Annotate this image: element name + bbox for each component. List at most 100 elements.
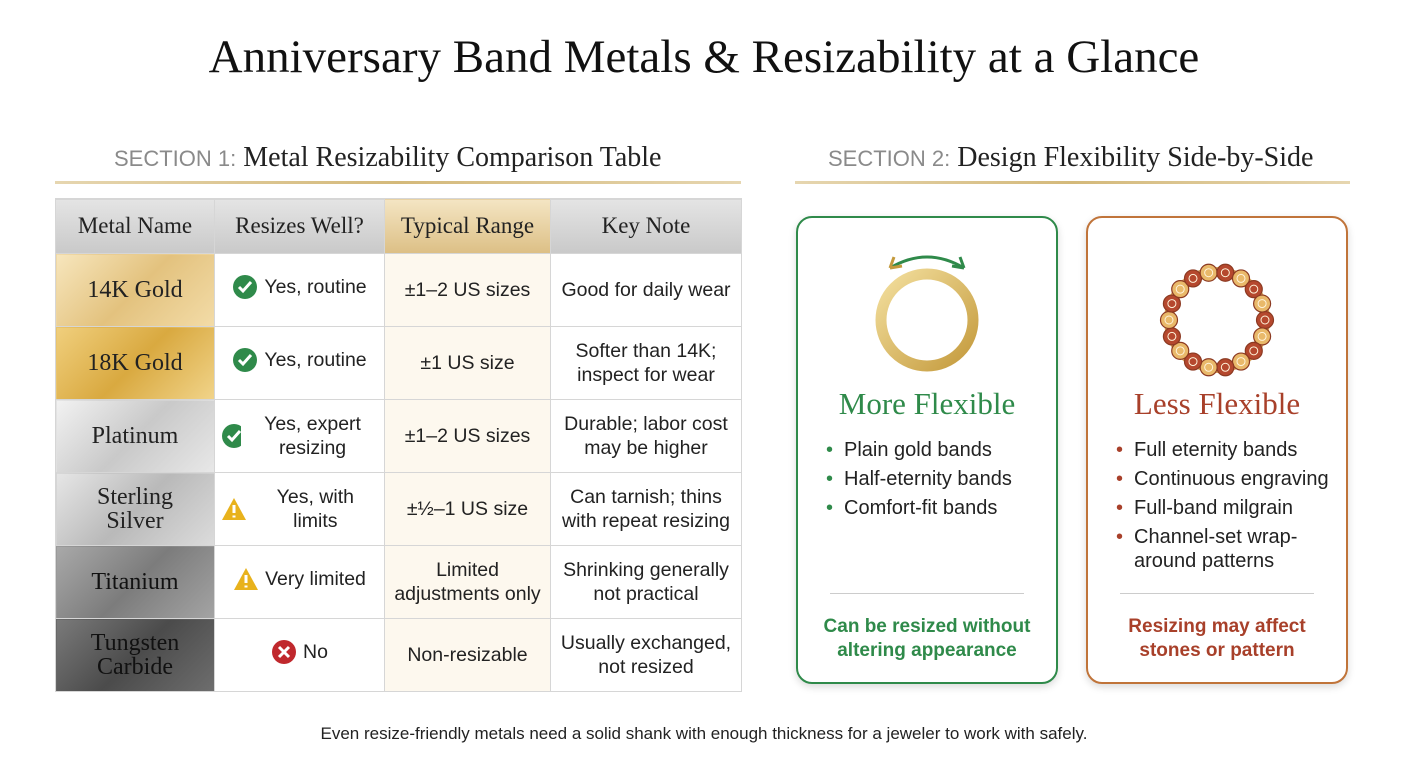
status-text: Very limited [265,568,366,590]
stone-facet [1204,362,1214,372]
status-icon [222,424,242,448]
stone [1183,269,1203,288]
header-row: Metal Name Resizes Well? Typical Range K… [55,198,742,254]
status: Yes, with limits [221,485,378,533]
stone-facet [1249,284,1259,294]
table-cell: Usually exchanged, not resized [550,618,742,692]
card-title: Less Flexible [1133,386,1301,421]
table-cell: 14K Gold [55,253,215,327]
flex-card: Less Flexible Full eternity bands Continu… [1086,216,1348,684]
table-cell: Yes, routine [214,253,385,327]
table-cell: Non-resizable [384,618,551,692]
status-icon [222,498,246,520]
stone-facet [1236,357,1246,367]
stone [1255,310,1275,330]
stone [1216,263,1235,282]
table-cell: Tungsten Carbide [55,618,215,692]
table-row: Platinum Yes, expert resizing ±1–2 US size… [55,399,742,473]
stone-facet [1175,346,1185,356]
status: No [271,639,328,665]
table-cell: Very limited [214,545,385,619]
stone-facet [1257,299,1267,309]
card-item: Comfort-fit bands [826,496,1044,520]
status-icon [272,640,297,664]
card-item: Plain gold bands [826,438,1044,462]
table-cell: Yes, routine [214,326,385,400]
status: Yes, routine [232,274,367,300]
table-cell: No [214,618,385,692]
footer-note: Even resize-friendly metals need a solid… [320,724,1088,743]
status-text: Yes, routine [264,349,367,371]
stone [1162,294,1181,313]
card-item: Continuous engraving [1116,467,1334,491]
table-cell: ±1–2 US sizes [384,253,551,327]
table-cell: Yes, expert resizing [214,399,385,473]
stone [1231,352,1251,371]
stone [1199,358,1218,377]
stone [1253,327,1272,346]
table-cell: 18K Gold [55,326,215,400]
stone-facet [1204,268,1214,278]
stone-facet [1249,346,1259,356]
icon-check [238,281,253,294]
section-heading: SECTION 2: Design Flexibility Side-by-Si… [828,142,1313,174]
stone [1244,280,1263,299]
section-label: SECTION 2: [828,146,951,171]
stone [1231,269,1251,288]
status-icon [233,348,258,372]
section-title: Design Flexibility Side-by-Side [957,142,1314,173]
icon-x [277,645,291,659]
column-header: Metal Name [55,198,215,254]
table-cell: Titanium [55,545,215,619]
stone [1253,294,1272,313]
table-cell: Limited adjustments only [384,545,551,619]
stone [1171,280,1190,299]
divider [1120,593,1314,594]
table-row: Tungsten Carbide No Non-resizable Usually e… [55,618,742,692]
stone-facet [1188,273,1198,283]
status: Very limited [233,566,366,592]
stone [1216,358,1235,377]
column-header: Key Note [550,198,742,254]
status: Yes, expert resizing [221,412,378,460]
section-rule [795,181,1350,184]
table-cell: Can tarnish; thins with repeat resizing [550,472,742,546]
status-text: Yes, routine [264,276,367,298]
table-row: 14K Gold Yes, routine ±1–2 US sizes Good fo… [55,253,742,327]
table-cell: Sterling Silver [55,472,215,546]
stone-facet [1167,299,1177,309]
stone-facet [1164,315,1174,325]
card-item: Channel-set wrap-around patterns [1116,525,1334,573]
column-header: Typical Range [384,198,551,254]
stone [1199,263,1218,282]
table-row: 18K Gold Yes, routine ±1 US size Softer tha… [55,326,742,400]
stone-facet [1236,273,1246,283]
card-item: Half-eternity bands [826,467,1044,491]
column-header: Resizes Well? [214,198,385,254]
stone-facet [1175,284,1185,294]
card-list: Full eternity bands Continuous engraving F… [1116,438,1334,578]
stone [1171,341,1190,360]
table-row: Sterling Silver Yes, with limits ±½–1 US s… [55,472,742,546]
card-list: Plain gold bands Half-eternity bands Comfo… [826,438,1044,525]
stone-facet [1167,331,1177,341]
table-cell: ±1 US size [384,326,551,400]
stone-facet [1260,315,1270,325]
status-text: Yes, expert resizing [264,413,361,459]
comparison-table: Metal Name Resizes Well? Typical Range K… [55,198,742,692]
eternity-ring-icon [1159,263,1275,377]
stone [1162,327,1181,346]
icon-check [238,354,253,367]
section-heading: SECTION 1: Metal Resizability Comparison… [114,142,661,174]
status: Yes, routine [232,347,367,373]
card-item: Full-band milgrain [1116,496,1334,520]
status-icon [234,568,259,590]
stone [1159,310,1179,330]
section-rule [55,181,741,184]
card-item: Full eternity bands [1116,438,1334,462]
stone-facet [1220,362,1230,372]
card-title: More Flexible [838,386,1016,421]
icon-bg [222,424,242,448]
status-icon [233,275,258,299]
